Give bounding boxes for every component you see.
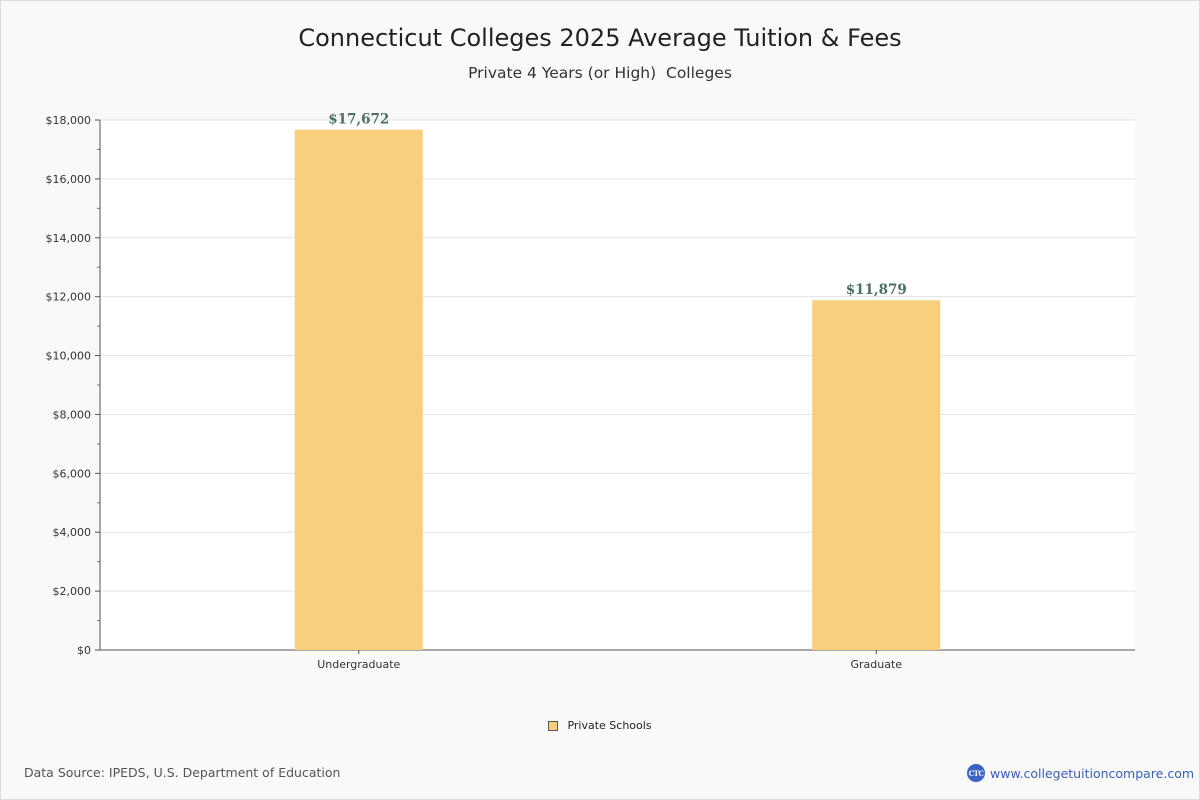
plot-area: [100, 120, 1135, 650]
y-tick-label: $18,000: [46, 114, 92, 127]
legend-label: Private Schools: [567, 719, 652, 732]
y-tick-label: $0: [77, 644, 91, 657]
brand-logo-icon: CTC: [967, 764, 985, 782]
y-tick-label: $16,000: [46, 173, 92, 186]
x-tick-label: Graduate: [850, 658, 902, 671]
bar: [812, 300, 941, 650]
y-tick-label: $12,000: [46, 291, 92, 304]
brand[interactable]: CTC www.collegetuitioncompare.com: [967, 764, 1194, 782]
legend[interactable]: Private Schools: [0, 719, 1200, 732]
y-tick-label: $10,000: [46, 350, 92, 363]
data-label: $17,672: [328, 112, 389, 128]
y-tick-label: $2,000: [53, 585, 92, 598]
bar: [294, 129, 423, 650]
y-tick-label: $6,000: [53, 467, 92, 480]
chart-title: Connecticut Colleges 2025 Average Tuitio…: [298, 24, 902, 52]
y-tick-label: $8,000: [53, 408, 92, 421]
data-label: $11,879: [846, 282, 907, 298]
legend-swatch: [548, 720, 559, 731]
chart-subtitle: Private 4 Years (or High) Colleges: [468, 64, 732, 82]
y-tick-label: $4,000: [53, 526, 92, 539]
data-source: Data Source: IPEDS, U.S. Department of E…: [24, 765, 341, 780]
x-tick-label: Undergraduate: [317, 658, 400, 671]
brand-url-link[interactable]: www.collegetuitioncompare.com: [990, 765, 1195, 781]
y-tick-label: $14,000: [46, 232, 92, 245]
